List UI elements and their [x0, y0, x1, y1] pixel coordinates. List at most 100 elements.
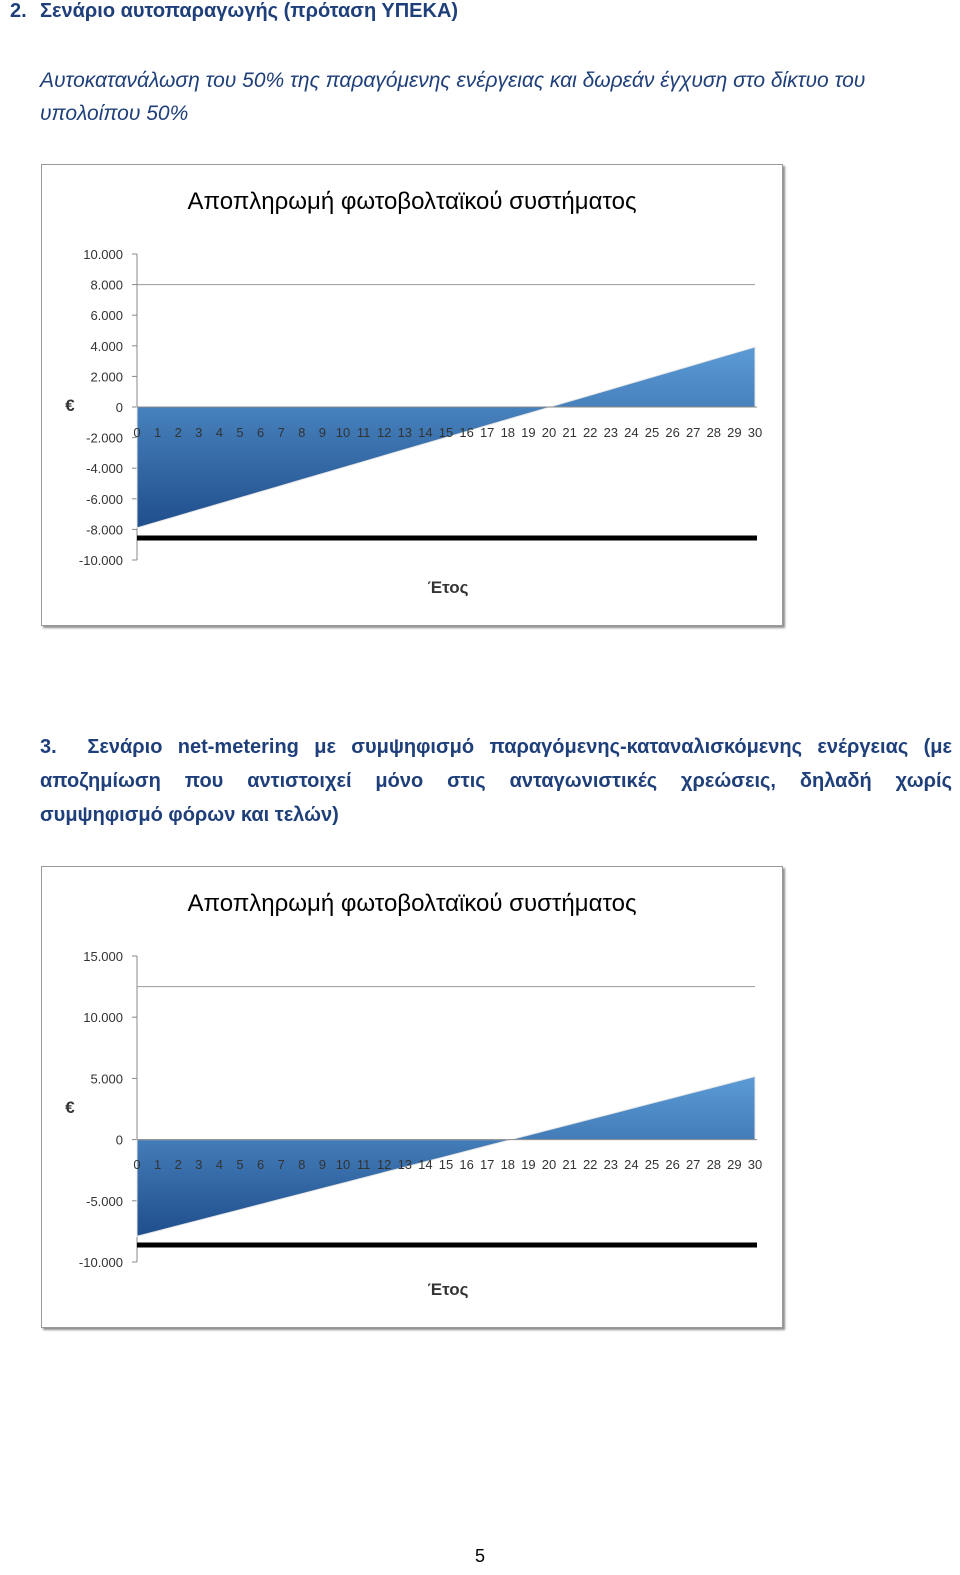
x-tick-label: 5	[236, 1157, 243, 1172]
x-tick-label: 6	[257, 1157, 264, 1172]
x-tick-label: 9	[319, 425, 326, 440]
x-tick-label: 2	[175, 1157, 182, 1172]
x-tick-label: 13	[398, 1157, 412, 1172]
x-tick-label: 18	[501, 425, 515, 440]
x-tick-label: 24	[624, 425, 638, 440]
x-tick-label: 11	[357, 425, 371, 440]
x-tick-label: 9	[319, 1157, 326, 1172]
x-tick-label: 19	[521, 1157, 535, 1172]
x-tick-label: 15	[439, 425, 453, 440]
x-tick-label: 21	[562, 1157, 576, 1172]
x-tick-label: 12	[377, 1157, 391, 1172]
x-tick-label: 3	[195, 425, 202, 440]
y-tick-label: -10.000	[79, 553, 123, 568]
x-tick-label: 17	[480, 425, 494, 440]
x-tick-label: 27	[686, 1157, 700, 1172]
y-axis-title: €	[65, 1098, 75, 1117]
x-tick-label: 25	[645, 1157, 659, 1172]
x-tick-label: 25	[645, 425, 659, 440]
x-tick-label: 16	[459, 425, 473, 440]
y-tick-label: 10.000	[83, 247, 123, 262]
x-tick-label: 29	[727, 425, 741, 440]
x-tick-label: 20	[542, 425, 556, 440]
x-tick-label: 16	[459, 1157, 473, 1172]
section-3-line-2: αποζημίωση που αντιστοιχεί μόνο στις αντ…	[40, 770, 952, 792]
x-tick-label: 26	[665, 425, 679, 440]
x-axis-title: Έτος	[428, 578, 469, 597]
x-tick-label: 18	[501, 1157, 515, 1172]
y-tick-label: 2.000	[90, 369, 123, 384]
y-axis-title: €	[65, 396, 75, 415]
x-tick-label: 0	[133, 425, 140, 440]
x-tick-label: 20	[542, 1157, 556, 1172]
section-3-line-1: 3. Σενάριο net-metering με συμψηφισμό πα…	[40, 730, 952, 764]
y-tick-label: -2.000	[86, 431, 123, 446]
section-3-heading: 3. Σενάριο net-metering με συμψηφισμό πα…	[40, 730, 952, 832]
x-tick-label: 28	[707, 1157, 721, 1172]
x-tick-label: 19	[521, 425, 535, 440]
y-tick-label: 10.000	[83, 1010, 123, 1025]
x-tick-label: 4	[216, 425, 223, 440]
x-tick-label: 29	[727, 1157, 741, 1172]
x-tick-label: 30	[748, 425, 762, 440]
x-tick-label: 2	[175, 425, 182, 440]
x-tick-label: 8	[298, 425, 305, 440]
section-3-line-3: συμψηφισμό φόρων και τελών)	[40, 804, 339, 826]
x-tick-label: 0	[133, 1157, 140, 1172]
chart-2: Αποπληρωμή φωτοβολταϊκού συστήματος 1 5.00…	[41, 866, 783, 1328]
section-3-number: 3.	[40, 736, 57, 758]
x-tick-label: 13	[398, 425, 412, 440]
x-tick-label: 7	[278, 1157, 285, 1172]
x-tick-label: 8	[298, 1157, 305, 1172]
x-tick-label: 7	[278, 425, 285, 440]
area-series	[136, 346, 756, 529]
x-tick-label: 22	[583, 1157, 597, 1172]
x-tick-label: 26	[665, 1157, 679, 1172]
chart-title: Αποπληρωμή φωτοβολταϊκού συστήματος	[187, 890, 636, 917]
x-tick-label: 23	[604, 425, 618, 440]
x-tick-label: 21	[562, 425, 576, 440]
x-tick-label: 17	[480, 1157, 494, 1172]
x-tick-label: 10	[336, 1157, 350, 1172]
x-tick-label: 14	[418, 425, 432, 440]
y-tick-label: -5.000	[86, 1194, 123, 1209]
section-2-number: 2.	[10, 0, 27, 22]
y-tick-label: 4.000	[90, 339, 123, 354]
chart-1: Αποπληρωμή φωτοβολταϊκού συστήματος 10.00…	[41, 164, 783, 626]
x-tick-label: 11	[357, 1157, 371, 1172]
x-tick-label: 4	[216, 1157, 223, 1172]
x-tick-label: 1	[154, 1157, 161, 1172]
x-tick-label: 1	[154, 425, 161, 440]
chart-1-svg: Αποπληρωμή φωτοβολταϊκού συστήματος 10.00…	[65, 188, 762, 597]
page-number: 5	[474, 1546, 485, 1566]
section-2-heading: 2. Σενάριο αυτοπαραγωγής (πρόταση ΥΠΕΚΑ)	[10, 0, 458, 23]
x-tick-label: 6	[257, 425, 264, 440]
x-tick-label: 14	[418, 1157, 432, 1172]
y-tick-label: -8.000	[86, 522, 123, 537]
y-tick-label: -10.000	[79, 1255, 123, 1270]
x-tick-label: 28	[707, 425, 721, 440]
y-tick-label: 8.000	[90, 278, 123, 293]
x-tick-label: 24	[624, 1157, 638, 1172]
section-2-subtitle: Αυτοκατανάλωση του 50% της παραγόμενης ε…	[40, 69, 866, 125]
y-tick-label: 5.000	[90, 1071, 123, 1086]
area-series	[136, 1075, 756, 1237]
y-tick-label: -6.000	[86, 492, 123, 507]
section-3-text-1: Σενάριο net-metering με συμψηφισμό παραγ…	[87, 736, 952, 758]
x-axis-title: Έτος	[428, 1280, 469, 1299]
x-tick-label: 23	[604, 1157, 618, 1172]
y-tick-label: 0	[116, 1133, 123, 1148]
x-tick-label: 30	[748, 1157, 762, 1172]
x-tick-label: 12	[377, 425, 391, 440]
chart-title: Αποπληρωμή φωτοβολταϊκού συστήματος	[187, 188, 636, 215]
y-tick-label: 0	[116, 400, 123, 415]
x-tick-label: 3	[195, 1157, 202, 1172]
x-tick-label: 27	[686, 425, 700, 440]
x-tick-label: 22	[583, 425, 597, 440]
chart-2-svg: Αποπληρωμή φωτοβολταϊκού συστήματος 1 5.00…	[65, 890, 762, 1299]
y-tick-label: 6.000	[90, 308, 123, 323]
x-tick-label: 10	[336, 425, 350, 440]
x-tick-label: 15	[439, 1157, 453, 1172]
y-tick-label: -4.000	[86, 461, 123, 476]
x-tick-label: 5	[236, 425, 243, 440]
